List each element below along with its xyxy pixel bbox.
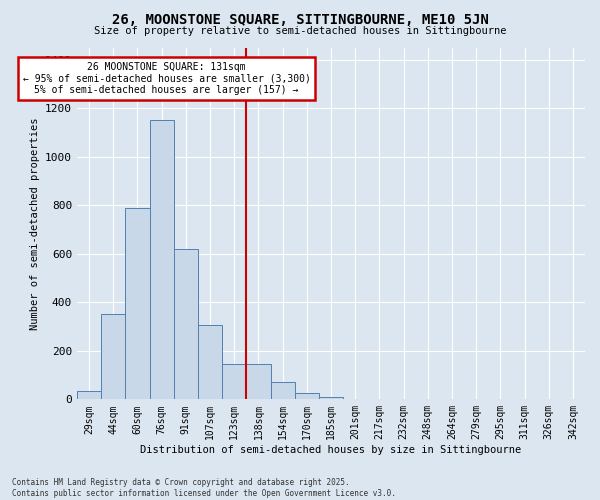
Bar <box>247 364 271 400</box>
Text: 26 MOONSTONE SQUARE: 131sqm
← 95% of semi-detached houses are smaller (3,300)
5%: 26 MOONSTONE SQUARE: 131sqm ← 95% of sem… <box>23 62 310 96</box>
Bar <box>222 364 247 400</box>
Text: 26, MOONSTONE SQUARE, SITTINGBOURNE, ME10 5JN: 26, MOONSTONE SQUARE, SITTINGBOURNE, ME1… <box>112 12 488 26</box>
Bar <box>101 314 125 400</box>
Bar <box>77 391 101 400</box>
Bar <box>295 394 319 400</box>
X-axis label: Distribution of semi-detached houses by size in Sittingbourne: Distribution of semi-detached houses by … <box>140 445 521 455</box>
Bar <box>198 326 222 400</box>
Text: Size of property relative to semi-detached houses in Sittingbourne: Size of property relative to semi-detach… <box>94 26 506 36</box>
Y-axis label: Number of semi-detached properties: Number of semi-detached properties <box>29 117 40 330</box>
Bar <box>319 397 343 400</box>
Bar <box>271 382 295 400</box>
Bar <box>149 120 174 400</box>
Bar <box>174 249 198 400</box>
Bar <box>125 208 149 400</box>
Text: Contains HM Land Registry data © Crown copyright and database right 2025.
Contai: Contains HM Land Registry data © Crown c… <box>12 478 396 498</box>
